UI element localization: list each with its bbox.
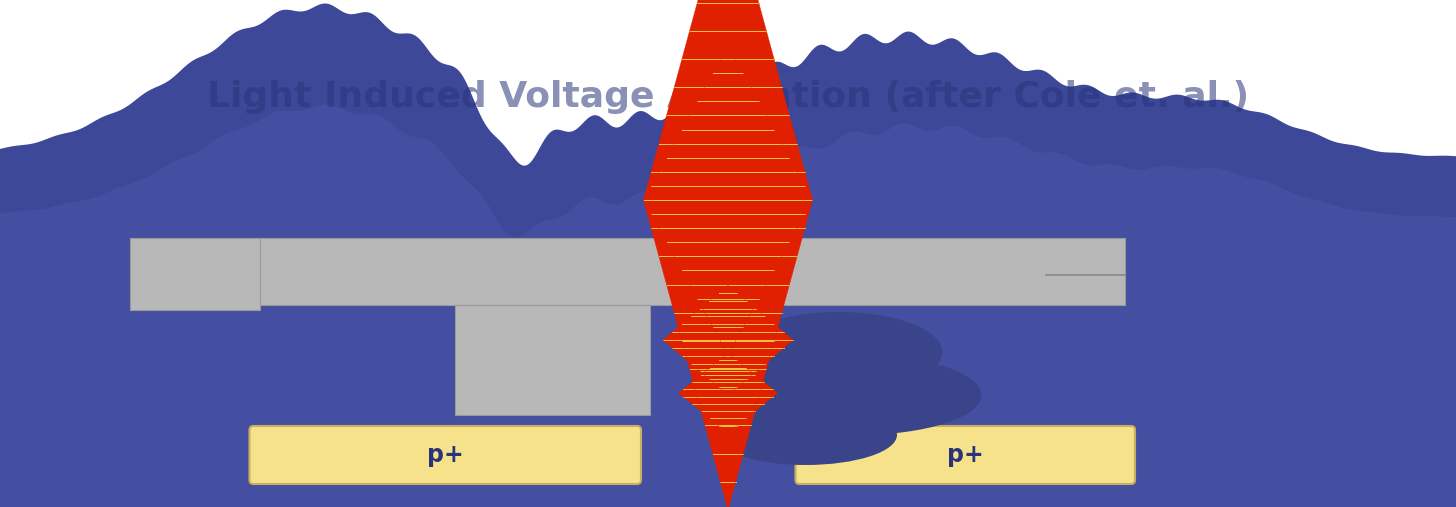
Ellipse shape xyxy=(734,312,942,392)
Text: p+: p+ xyxy=(946,443,984,467)
Polygon shape xyxy=(0,4,1456,507)
Text: Light Induced Voltage Alteration (after Cole et. al.): Light Induced Voltage Alteration (after … xyxy=(207,80,1249,114)
Polygon shape xyxy=(644,45,812,355)
Bar xyxy=(253,238,1124,305)
Polygon shape xyxy=(678,353,778,433)
Polygon shape xyxy=(712,422,744,432)
Text: p+: p+ xyxy=(427,443,463,467)
Bar xyxy=(130,238,261,310)
Polygon shape xyxy=(0,104,1456,507)
FancyBboxPatch shape xyxy=(249,426,641,484)
Ellipse shape xyxy=(715,405,897,465)
Bar xyxy=(454,305,649,415)
Polygon shape xyxy=(644,0,812,507)
Ellipse shape xyxy=(734,355,981,435)
Polygon shape xyxy=(662,285,794,395)
FancyBboxPatch shape xyxy=(795,426,1136,484)
